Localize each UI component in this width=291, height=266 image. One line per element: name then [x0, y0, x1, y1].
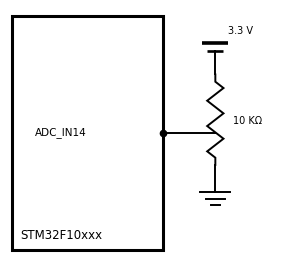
Text: STM32F10xxx: STM32F10xxx	[20, 229, 102, 242]
Text: 3.3 V: 3.3 V	[228, 26, 253, 36]
Text: ADC_IN14: ADC_IN14	[35, 127, 87, 139]
Polygon shape	[12, 16, 163, 250]
Text: 10 KΩ: 10 KΩ	[233, 116, 262, 126]
